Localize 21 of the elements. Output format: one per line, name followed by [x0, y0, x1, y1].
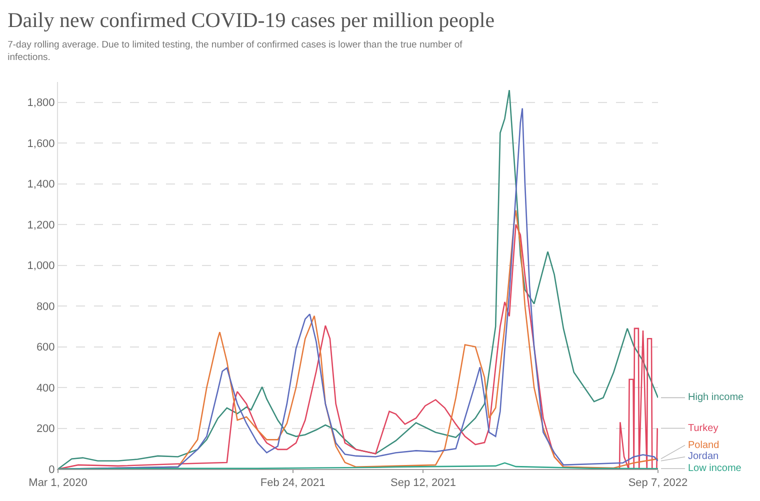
chart-title: Daily new confirmed COVID-19 cases per million people: [8, 8, 495, 32]
chart-subtitle: 7-day rolling average. Due to limited testing, the number of confirmed cases is lower than the true number of infections.: [8, 39, 463, 63]
text: Turkey: [688, 423, 718, 434]
text: Jordan: [688, 451, 719, 462]
y-tick-label: 1,000: [27, 260, 55, 272]
text: High income: [688, 392, 744, 403]
y-tick-label: 400: [36, 382, 55, 394]
y-tick-label: 1,200: [27, 219, 55, 232]
x-tick-label: Feb 24, 2021: [260, 477, 326, 490]
y-tick-label: 1,800: [27, 97, 55, 110]
text: Low income: [688, 463, 742, 474]
y-tick-label: 800: [36, 300, 55, 313]
y-tick-label: 1,400: [27, 178, 55, 191]
y-tick-label: 1,600: [27, 138, 55, 150]
x-tick-label: Sep 12, 2021: [390, 477, 456, 490]
x-tick-label: Sep 7, 2022: [628, 477, 688, 490]
y-tick-label: 0: [48, 464, 55, 476]
y-tick-label: 600: [36, 342, 55, 354]
y-tick-label: 200: [36, 423, 55, 436]
x-tick-label: Mar 1, 2020: [28, 477, 88, 490]
text: Poland: [688, 440, 720, 451]
